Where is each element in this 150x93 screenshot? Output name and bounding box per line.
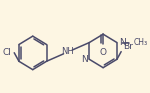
- Text: N: N: [81, 55, 87, 64]
- Text: CH₃: CH₃: [134, 38, 148, 47]
- Text: O: O: [100, 48, 107, 57]
- Text: N: N: [119, 38, 126, 47]
- Text: NH: NH: [61, 47, 74, 56]
- Text: Br: Br: [123, 42, 133, 51]
- Text: Cl: Cl: [3, 48, 11, 57]
